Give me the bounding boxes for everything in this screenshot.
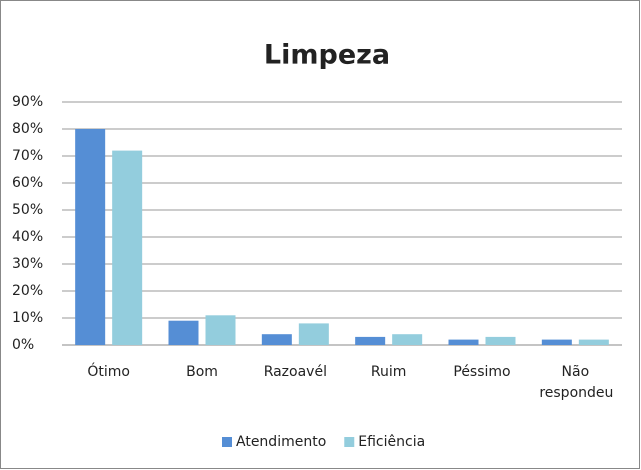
x-tick-label: Ruim xyxy=(370,364,407,380)
y-tick-label: 30% xyxy=(12,256,43,272)
y-tick-label: 70% xyxy=(12,148,43,164)
bar xyxy=(448,339,479,345)
bar xyxy=(355,336,386,345)
y-tick-label: 10% xyxy=(12,310,43,326)
x-tick-label: Ótimo xyxy=(87,364,130,380)
y-tick-label: 60% xyxy=(12,175,43,191)
legend-swatch xyxy=(222,437,232,447)
x-tick-label: Não respondeu xyxy=(539,364,614,401)
y-tick-label: 20% xyxy=(12,283,43,299)
y-tick-label: 90% xyxy=(12,94,43,110)
y-tick-label: 80% xyxy=(12,121,43,137)
y-tick-label: 0% xyxy=(12,337,34,353)
y-tick-label: 50% xyxy=(12,202,43,218)
bar xyxy=(168,320,199,345)
x-tick-label: Bom xyxy=(186,364,218,380)
bar xyxy=(392,334,423,345)
legend-label: Eficiência xyxy=(358,434,425,450)
x-tick-label: Razoavél xyxy=(263,364,327,380)
bar xyxy=(112,150,143,345)
bar xyxy=(298,323,329,345)
bar xyxy=(205,315,236,345)
bar xyxy=(485,336,516,345)
bar xyxy=(261,334,292,345)
y-tick-label: 40% xyxy=(12,229,43,245)
bar xyxy=(75,129,106,345)
legend-label: Atendimento xyxy=(236,434,326,450)
bar xyxy=(578,339,609,345)
legend-swatch xyxy=(344,437,355,447)
chart-title: Limpeza xyxy=(264,40,390,71)
x-tick-label: Péssimo xyxy=(453,364,511,380)
bar xyxy=(541,339,572,345)
